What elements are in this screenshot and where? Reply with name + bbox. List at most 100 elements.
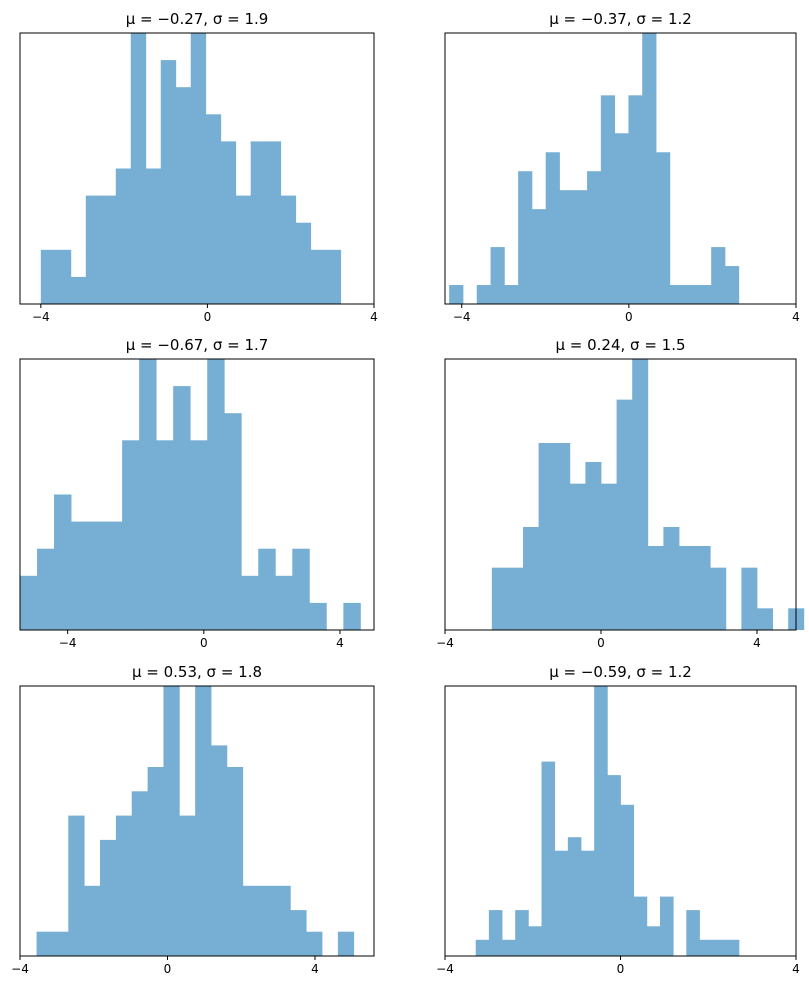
histogram-bar: [475, 939, 490, 956]
histogram-bar: [694, 545, 711, 630]
histogram-bar: [541, 761, 556, 956]
histogram-bar: [173, 386, 191, 630]
histogram-bar: [725, 939, 740, 956]
x-tick-label: 0: [164, 962, 172, 976]
histogram-bar: [741, 567, 758, 630]
histogram-bar: [235, 195, 252, 304]
histogram-bar: [337, 931, 355, 956]
histogram-bar: [628, 95, 643, 304]
histogram-bar: [642, 33, 657, 304]
histogram-bar: [567, 837, 582, 956]
histogram-bar: [105, 521, 123, 630]
histogram-bar: [559, 190, 574, 304]
histogram-bar: [226, 767, 244, 956]
histogram-bar: [84, 885, 101, 956]
histogram-bar: [195, 686, 212, 956]
histogram-bar: [343, 602, 361, 630]
histogram-bar: [258, 548, 276, 630]
axes-frame: [19, 358, 375, 631]
x-tick-label: 0: [204, 310, 212, 324]
panel-title: μ = −0.27, σ = 1.9: [126, 10, 269, 28]
histogram-bar: [724, 266, 740, 304]
axes-frame: [444, 32, 797, 305]
histogram-bar: [156, 440, 174, 630]
histogram-bar: [211, 745, 228, 956]
histogram-bar: [36, 931, 53, 956]
histogram-bar: [295, 222, 312, 304]
histogram-bar: [265, 141, 282, 304]
axes-frame: [444, 358, 797, 631]
x-tick-label: 4: [370, 310, 378, 324]
x-tick-label: 4: [792, 310, 800, 324]
x-tick-label: 0: [625, 310, 633, 324]
histogram-bar: [175, 87, 192, 304]
histogram-bar: [100, 839, 117, 956]
histogram-bar: [686, 910, 700, 956]
histogram-panel-4: −4 0 4 μ = 0.24, σ = 1.5: [436, 336, 805, 650]
histogram-bar: [554, 850, 569, 956]
histogram-bar: [594, 686, 608, 956]
panel-title: μ = −0.67, σ = 1.7: [126, 336, 269, 354]
x-tick-label: 4: [753, 636, 761, 650]
histogram-bar: [620, 804, 635, 956]
x-tick-label: 4: [792, 962, 800, 976]
histogram-bar: [275, 575, 293, 630]
histogram-bar: [290, 910, 307, 956]
histogram-panel-1: −4 0 4 μ = −0.27, σ = 1.9: [19, 10, 378, 324]
histogram-bar: [633, 896, 648, 956]
histogram-bar: [647, 545, 664, 630]
histogram-bar: [491, 567, 508, 630]
histogram-bar: [569, 483, 586, 630]
histogram-bar: [55, 249, 72, 304]
histogram-bar: [585, 461, 602, 630]
histogram-bar: [607, 775, 621, 956]
histogram-bar: [88, 521, 106, 630]
histogram-bar: [306, 931, 323, 956]
histogram-bar: [531, 209, 547, 304]
histogram-bar: [145, 168, 162, 304]
histogram-bar: [100, 195, 117, 304]
histogram-bar: [71, 521, 89, 630]
histogram-bar: [224, 413, 242, 630]
histogram-bar: [310, 249, 327, 304]
histogram-bar: [699, 939, 714, 956]
panel-title: μ = 0.24, σ = 1.5: [555, 336, 685, 354]
axes-frame: [19, 32, 375, 305]
histogram-bar: [85, 195, 102, 304]
histogram-bar: [697, 285, 712, 304]
histogram-bar: [242, 885, 259, 956]
histogram-bar: [476, 285, 491, 304]
histogram-bar: [587, 171, 602, 304]
x-tick-label: 0: [617, 962, 625, 976]
histogram-bar: [40, 249, 57, 304]
histogram-bar: [573, 190, 588, 304]
histogram-bar: [528, 926, 542, 956]
histogram-bar: [614, 133, 629, 304]
histogram-bar: [757, 608, 773, 630]
histogram-bar: [488, 910, 503, 956]
panel-title: μ = 0.53, σ = 1.8: [132, 663, 262, 681]
x-tick-label: −4: [32, 310, 50, 324]
histogram-bar: [309, 602, 327, 630]
histogram-bar: [711, 247, 726, 304]
histogram-bar: [115, 168, 132, 304]
panel-title: μ = −0.37, σ = 1.2: [549, 10, 692, 28]
histogram-bar: [515, 910, 529, 956]
histogram-bar: [179, 815, 196, 956]
histogram-bar: [712, 939, 727, 956]
histogram-bar: [115, 815, 133, 956]
histogram-panel-3: −4 0 4 μ = −0.67, σ = 1.7: [19, 336, 375, 650]
histogram-bar: [325, 249, 342, 304]
histogram-bar: [632, 359, 649, 630]
axes-frame: [19, 685, 375, 957]
histogram-bar: [207, 359, 225, 630]
histogram-bar: [292, 548, 310, 630]
histogram-bar: [190, 440, 208, 630]
histogram-bar: [601, 483, 617, 630]
histogram-bar: [205, 114, 222, 304]
x-tick-label: −4: [436, 636, 454, 650]
histogram-bar: [52, 931, 69, 956]
histogram-bar: [504, 285, 519, 304]
histogram-bar: [160, 60, 177, 304]
histogram-panel-6: −4 0 4 μ = −0.59, σ = 1.2: [436, 663, 800, 976]
